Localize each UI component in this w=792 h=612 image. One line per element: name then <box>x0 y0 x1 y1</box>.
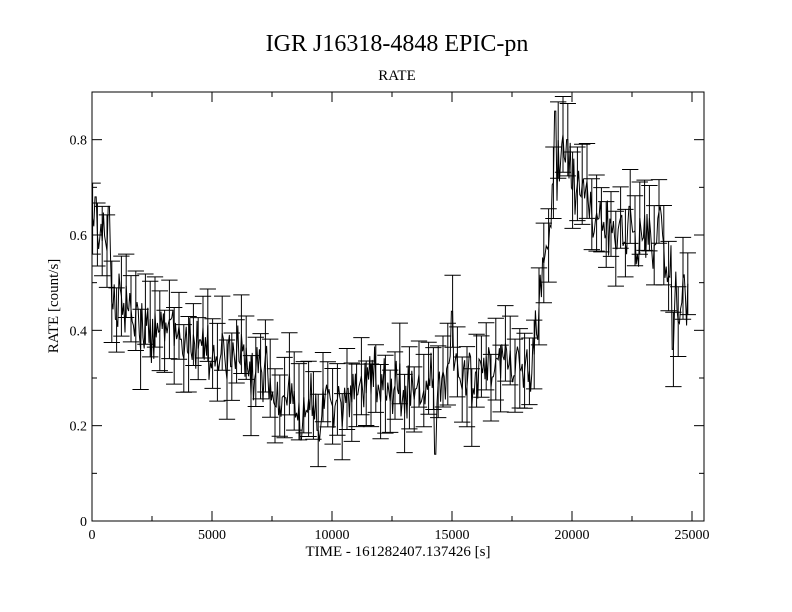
x-tick-label: 20000 <box>555 528 590 543</box>
axes: 0 5000 10000 15000 20000 25000 0 0.2 0.4 0.6 0.8 <box>70 91 710 543</box>
y-tick-label: 0.4 <box>70 324 88 339</box>
y-tick-label: 0 <box>80 515 87 530</box>
chart-subtitle: RATE <box>378 68 416 84</box>
chart-title: IGR J16318-4848 EPIC-pn <box>266 31 529 57</box>
x-tick-label: 10000 <box>315 528 350 543</box>
x-tick-label: 25000 <box>675 528 710 543</box>
x-tick-label: 15000 <box>435 528 470 543</box>
x-tick-label: 5000 <box>198 528 226 543</box>
rate-series-line <box>92 110 689 455</box>
y-axis-label: RATE [count/s] <box>46 259 62 354</box>
x-axis-label: TIME - 161282407.137426 [s] <box>306 544 491 560</box>
data-layer <box>92 96 696 468</box>
x-tick-label: 0 <box>89 528 96 543</box>
y-tick-label: 0.8 <box>70 134 88 149</box>
y-tick-label: 0.6 <box>70 229 88 244</box>
plot-frame <box>91 91 705 522</box>
y-tick-label: 0.2 <box>70 420 88 435</box>
